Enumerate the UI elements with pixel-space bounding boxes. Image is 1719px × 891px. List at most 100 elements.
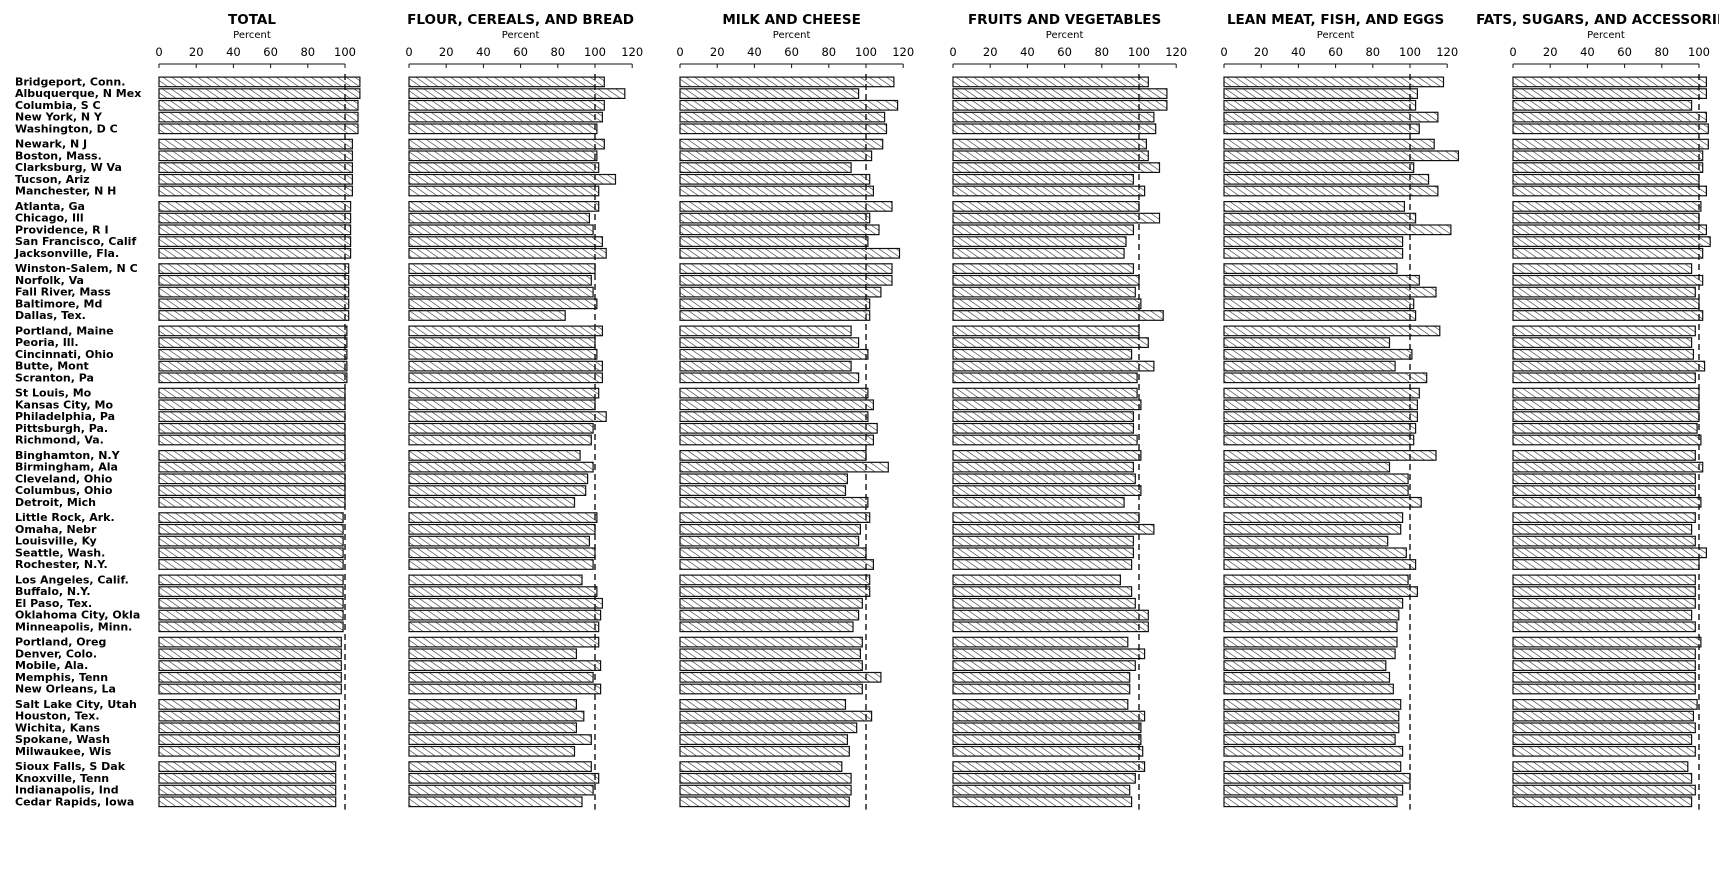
bar [408,348,598,360]
city-label: Milwaukee, Wis [15,745,112,758]
bar [952,434,1138,446]
bar [952,496,1125,508]
bar [1223,224,1452,236]
bar [952,247,1125,259]
city-label: Seattle, Wash. [15,546,105,559]
bar [679,523,861,535]
bar [679,586,871,597]
bar [679,547,867,559]
bar [158,547,344,559]
bar [679,496,869,508]
bar [1512,796,1693,808]
bar [408,150,598,162]
bar [1512,636,1702,648]
bar [1223,138,1435,150]
bar [408,236,603,248]
bar [952,796,1133,808]
bar [408,310,566,321]
city-label: Boston, Mass. [15,149,102,162]
bar [158,761,337,772]
bar [952,348,1133,360]
bar [1512,298,1700,310]
bar [952,621,1149,633]
bar [158,559,344,570]
panel-title: MILK AND CHEESE [722,12,860,28]
bar [408,162,600,174]
bar [952,512,1140,523]
bar [1223,76,1445,88]
bar [158,88,361,100]
bar [1512,496,1702,508]
x-tick-label: 20 [189,45,204,59]
bar [679,609,860,621]
city-label: Butte, Mont [15,360,89,373]
bar [408,224,594,236]
city-label: St Louis, Mo [15,387,92,400]
bar [1223,473,1409,485]
bar [679,88,860,100]
bar [1512,337,1693,348]
bar [952,138,1147,150]
bar [1223,461,1391,473]
bar [679,310,871,321]
bar [158,298,350,310]
bar [1223,745,1404,757]
bar [158,648,342,660]
bar [1512,162,1704,174]
city-label: Providence, R I [15,223,109,236]
bar [158,111,359,123]
bar [1223,485,1409,496]
bar [158,574,344,586]
x-tick-label: 40 [1291,45,1306,59]
bar [952,185,1146,197]
bar [1512,310,1704,321]
bar [679,185,874,197]
bar [1512,535,1696,547]
bar [1512,772,1693,784]
bar [158,162,353,174]
bar [158,138,353,150]
bar [679,722,858,734]
bar [408,734,592,745]
x-tick-label: 40 [1580,45,1595,59]
bar [158,387,346,399]
bar [1512,123,1709,135]
bar [1223,734,1396,745]
bar [679,796,850,808]
city-label: Dallas, Tex. [15,309,86,322]
bar [408,535,590,547]
bar [952,636,1129,648]
bar [679,559,874,570]
x-tick-label: 0 [1509,45,1516,59]
bar [1223,337,1391,348]
bar [1223,298,1415,310]
x-tick-label: 20 [983,45,998,59]
bar [679,138,884,150]
bar [679,399,874,411]
bar [1512,88,1707,100]
bar [1512,586,1696,597]
city-label: Los Angeles, Calif. [15,573,129,586]
bar [952,88,1168,100]
bar [952,310,1164,321]
chart-panel: FLOUR, CEREALS, AND BREAD Percent 0 20 40 60 8… [405,12,643,810]
bar [158,360,348,372]
bar [1512,212,1700,224]
city-label: Norfolk, Va [15,274,84,287]
bar [1512,360,1706,372]
chart-panel: FATS, SUGARS, AND ACCESSORIES Percent 0 20 4… [1476,12,1719,810]
x-tick-label: 20 [1543,45,1558,59]
bar [408,399,596,411]
bar [952,224,1134,236]
bar [952,236,1127,248]
city-label: Binghamton, N.Y [15,449,121,462]
bar [408,286,594,298]
x-tick-label: 0 [405,45,412,59]
bar [1223,88,1418,100]
bar [1512,274,1704,286]
bar [408,559,594,570]
axis-unit-label: Percent [233,30,271,41]
bar [952,734,1142,745]
bar [952,274,1140,286]
